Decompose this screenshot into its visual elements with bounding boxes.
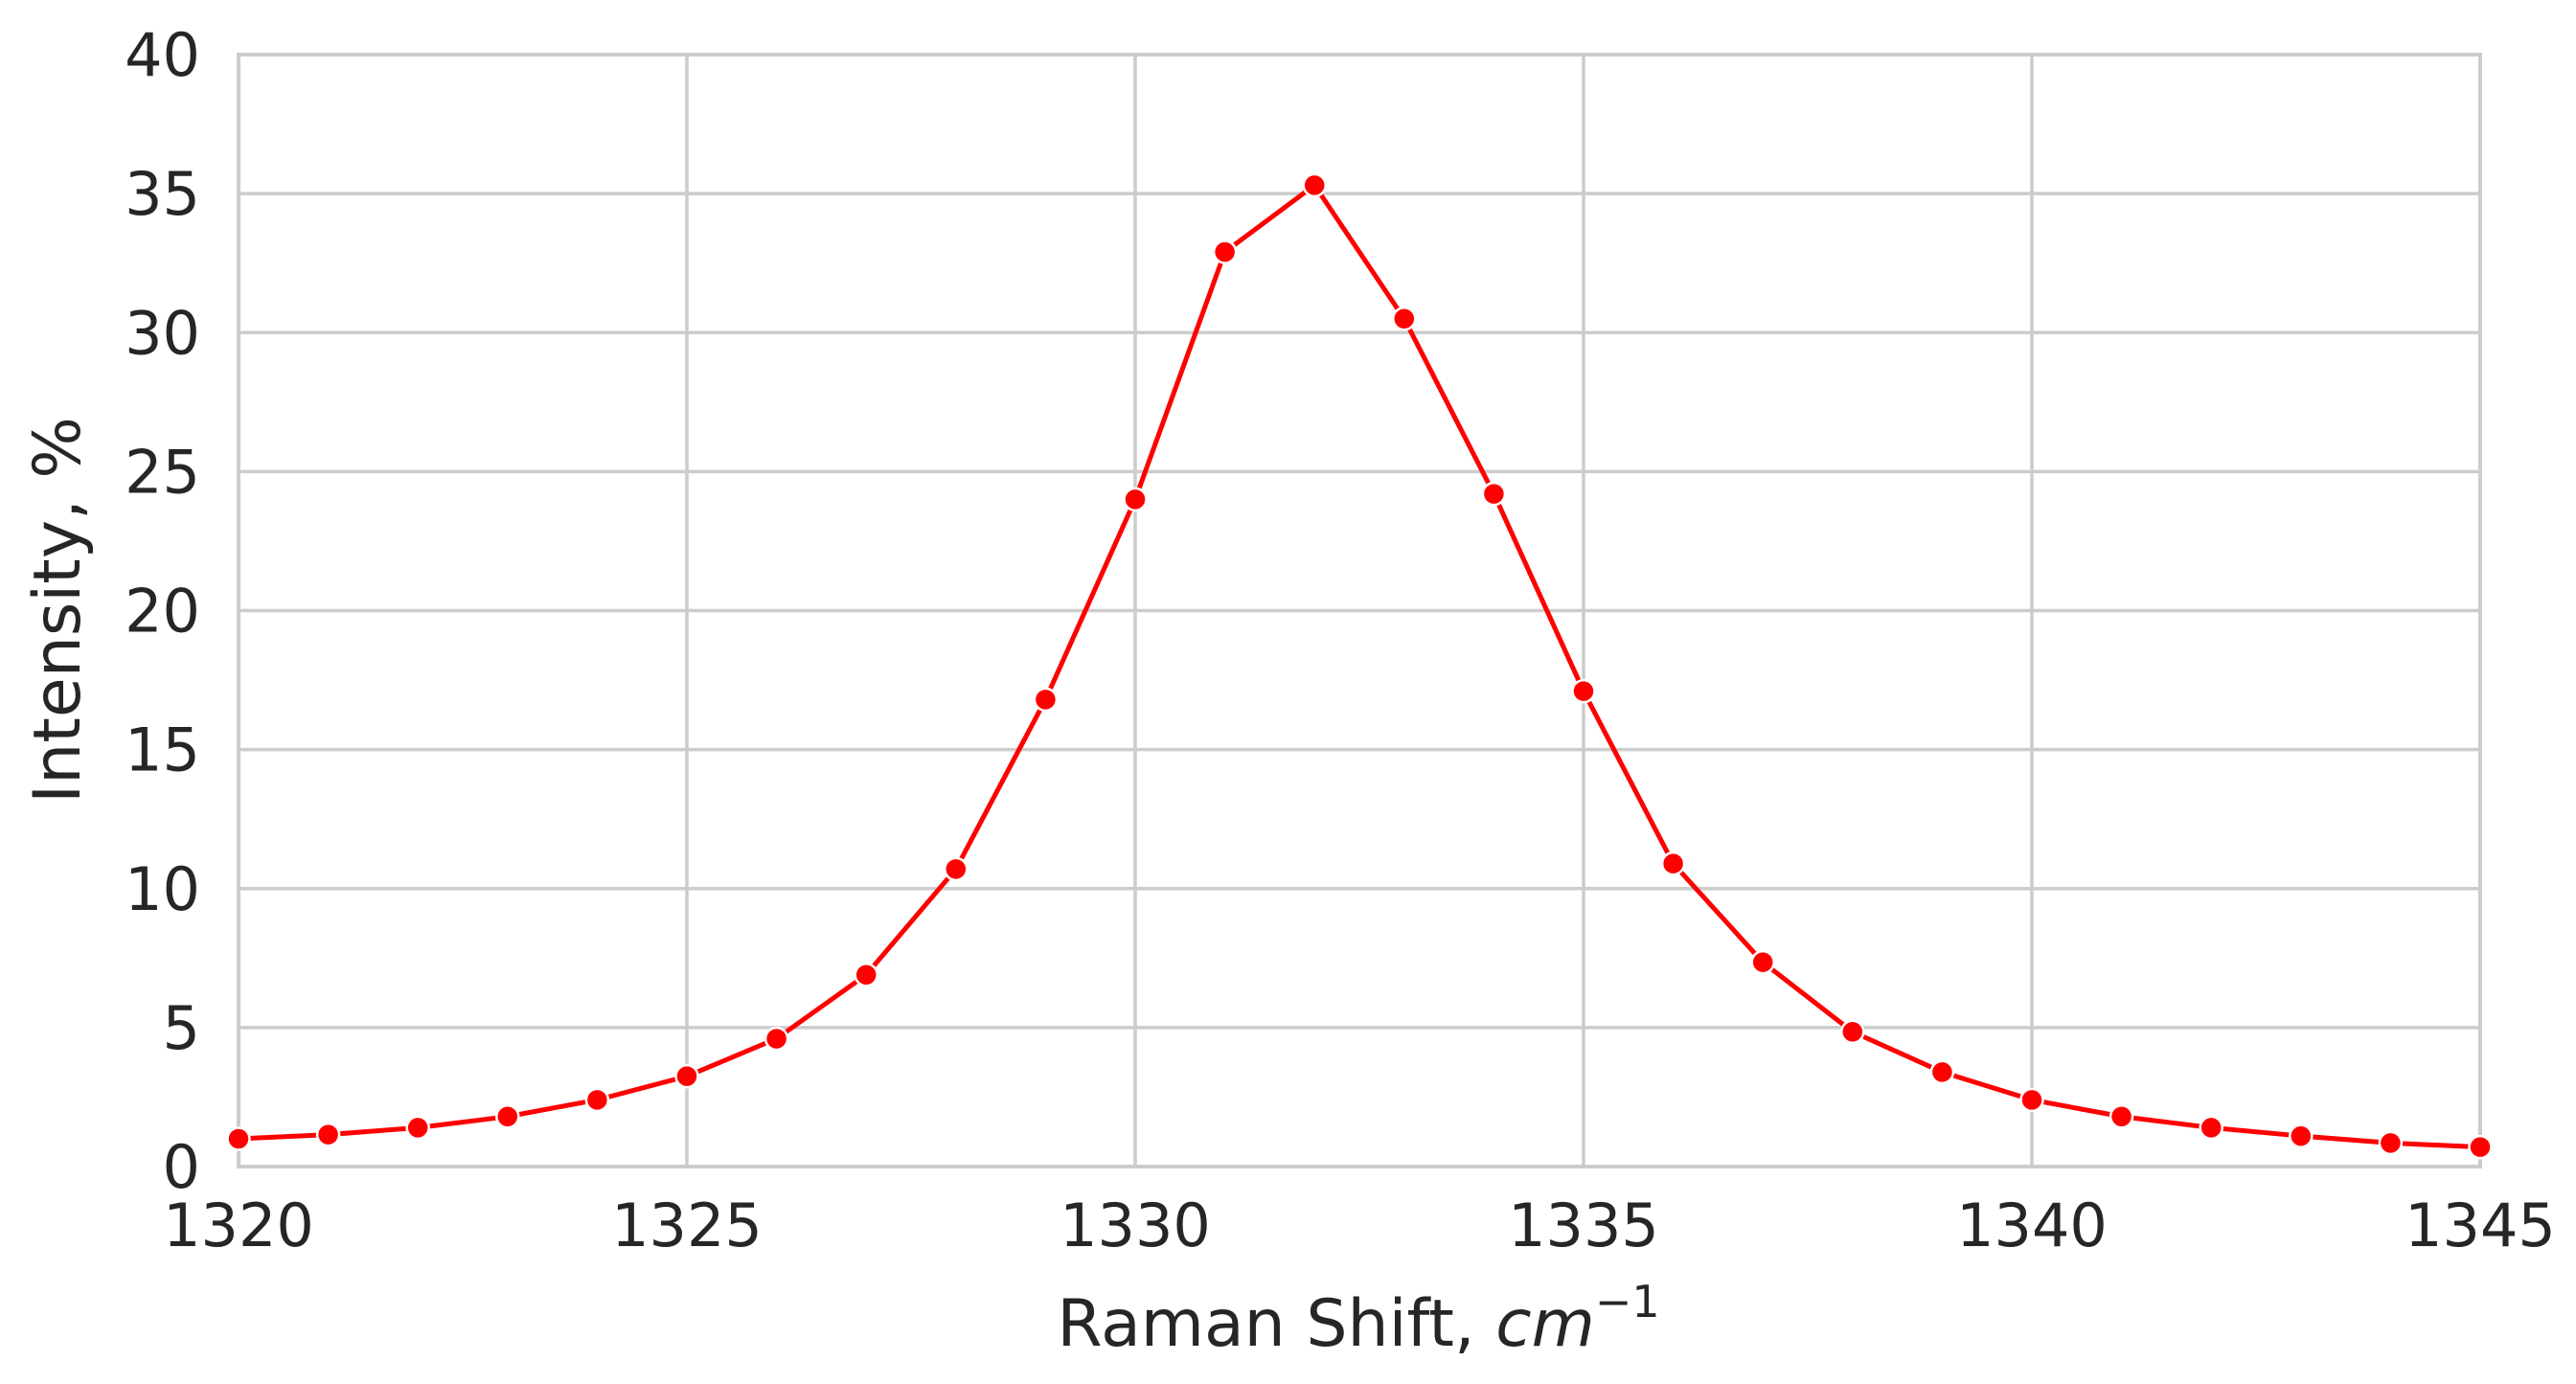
- data-point-6: [764, 1026, 789, 1052]
- data-point-19: [1929, 1059, 1955, 1085]
- data-point-7: [854, 962, 878, 987]
- x-tick-label-4: 1340: [1956, 1191, 2108, 1260]
- data-point-25: [2468, 1134, 2493, 1160]
- data-point-13: [1392, 306, 1417, 331]
- data-point-2: [405, 1115, 430, 1141]
- data-point-18: [1840, 1019, 1865, 1044]
- data-point-23: [2289, 1123, 2314, 1148]
- x-axis-label-text: Raman Shift,: [1057, 1286, 1495, 1362]
- data-point-21: [2109, 1104, 2134, 1129]
- data-point-12: [1302, 172, 1327, 198]
- x-tick-label-1: 1325: [611, 1191, 763, 1260]
- data-point-22: [2199, 1115, 2223, 1141]
- data-point-4: [584, 1087, 610, 1113]
- y-tick-label-5: 25: [125, 437, 200, 507]
- data-point-17: [1750, 949, 1775, 975]
- x-tick-label-2: 1330: [1060, 1191, 1211, 1260]
- data-point-5: [674, 1063, 699, 1089]
- data-point-1: [315, 1122, 341, 1147]
- data-point-8: [944, 856, 969, 882]
- data-point-24: [2378, 1130, 2404, 1156]
- plot-frame: [237, 53, 2482, 1168]
- series-line-0: [236, 182, 2483, 1150]
- x-tick-label-5: 1345: [2405, 1191, 2556, 1260]
- x-axis-label: Raman Shift, cm−1: [1057, 1276, 1659, 1362]
- x-tick-labels: 1320 1325 1330 1335 1340 1345: [163, 1191, 2556, 1260]
- data-point-3: [495, 1104, 520, 1129]
- y-axis-label: Intensity, %: [20, 417, 96, 804]
- data-point-9: [1033, 687, 1059, 713]
- x-axis-label-unit: cm: [1495, 1286, 1595, 1362]
- y-tick-label-2: 10: [125, 854, 200, 924]
- grid: [237, 53, 2482, 1168]
- y-tick-label-7: 35: [125, 159, 200, 229]
- y-tick-label-0: 0: [163, 1132, 200, 1202]
- x-tick-label-3: 1335: [1508, 1191, 1659, 1260]
- data-point-16: [1660, 851, 1686, 876]
- data-point-14: [1481, 481, 1507, 507]
- data-point-15: [1571, 678, 1596, 704]
- x-tick-label-0: 1320: [163, 1191, 314, 1260]
- y-tick-label-3: 15: [125, 715, 200, 785]
- y-tick-label-1: 5: [163, 993, 200, 1063]
- y-tick-labels: 0 5 10 15 20 25 30 35 40: [125, 20, 200, 1202]
- x-axis-label-unit-exponent: −1: [1595, 1276, 1660, 1327]
- data-point-20: [2019, 1087, 2044, 1113]
- y-tick-label-4: 20: [125, 577, 200, 647]
- y-tick-label-6: 30: [125, 298, 200, 368]
- data-point-0: [226, 1126, 251, 1151]
- series-layer: [226, 172, 2493, 1160]
- data-point-10: [1123, 487, 1148, 512]
- data-point-11: [1212, 239, 1238, 264]
- y-tick-label-8: 40: [125, 20, 200, 90]
